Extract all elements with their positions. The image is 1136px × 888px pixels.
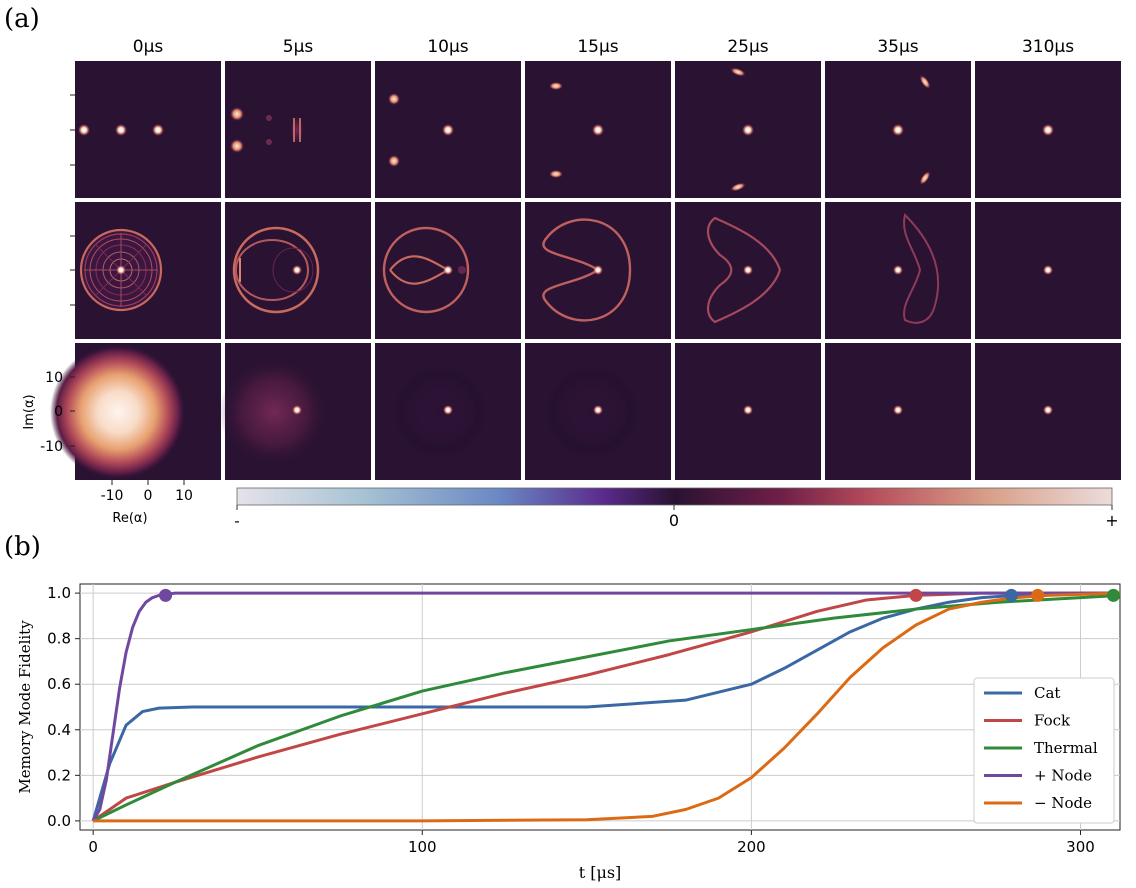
panel-a-label: (a) (4, 4, 40, 34)
panel-b-label: (b) (4, 532, 41, 562)
time-label-0: 0μs (133, 37, 164, 57)
wigner-grid (50, 61, 1121, 480)
series-marker-3 (159, 588, 173, 602)
y-axis-label: Im(α) (22, 394, 37, 429)
colorbar-min-label: - (234, 512, 239, 530)
x-axis-label: Re(α) (112, 511, 147, 526)
time-label-5: 35μs (877, 37, 918, 57)
series-line-1 (92, 591, 1120, 823)
x-tick-neg10: -10 (101, 488, 124, 504)
legend-label-1: Fock (1034, 712, 1071, 730)
legend-box (973, 677, 1115, 824)
y-tick-label: 1.0 (47, 584, 71, 602)
x-tick-label: 0 (88, 838, 98, 856)
series-marker-0 (1004, 588, 1018, 602)
series-marker-2 (1106, 588, 1120, 602)
series-line-3 (91, 591, 1120, 822)
series-marker-4 (1031, 588, 1045, 602)
legend: Cat Fock Thermal + Node − Node (973, 677, 1115, 824)
series-line-0 (91, 591, 1120, 822)
colorbar-mid-label: 0 (669, 511, 679, 530)
series-line-4 (93, 591, 1121, 823)
y-tick-neg10: -10 (40, 439, 63, 455)
wigner-row-cat (75, 61, 1121, 198)
y-axis-title: Memory Mode Fidelity (16, 620, 34, 794)
series (91, 591, 1121, 823)
y-tick-label: 0.6 (47, 675, 71, 693)
x-tick-label: 300 (1066, 838, 1095, 856)
wigner-row-fock (75, 202, 1121, 339)
wigner-cell (75, 61, 221, 198)
colorbar (236, 487, 1113, 506)
y-tick-10: 10 (45, 370, 63, 386)
x-tick-label: 200 (737, 838, 766, 856)
markers (159, 588, 1120, 602)
x-ticks: 0 100 200 300 (88, 830, 1095, 856)
legend-label-4: − Node (1034, 794, 1092, 812)
x-tick-10: 10 (175, 488, 193, 504)
row-tick-marks (70, 94, 185, 485)
legend-label-2: Thermal (1034, 739, 1098, 757)
legend-label-0: Cat (1034, 684, 1060, 702)
time-label-4: 25μs (727, 37, 768, 57)
y-tick-0: 0 (54, 404, 63, 420)
time-label-1: 5μs (283, 37, 314, 57)
y-ticks: 0.0 0.2 0.4 0.6 0.8 1.0 (47, 584, 80, 830)
legend-label-3: + Node (1034, 767, 1092, 785)
y-tick-label: 0.0 (47, 812, 71, 830)
x-tick-0: 0 (144, 488, 153, 504)
x-tick-label: 100 (408, 838, 437, 856)
x-axis-title: t [μs] (579, 863, 622, 882)
wigner-row-thermal (50, 343, 1121, 480)
y-tick-label: 0.4 (47, 721, 71, 739)
y-tick-label: 0.2 (47, 766, 71, 784)
fidelity-chart: 0 100 200 300 0.0 0.2 0.4 0.6 0.8 1.0 t [μs] Mem… (16, 583, 1121, 882)
colorbar-max-label: + (1105, 511, 1118, 530)
time-label-2: 10μs (427, 37, 468, 57)
time-label-6: 310μs (1022, 37, 1074, 57)
series-marker-1 (909, 588, 923, 602)
time-label-3: 15μs (577, 37, 618, 57)
y-tick-label: 0.8 (47, 630, 71, 648)
